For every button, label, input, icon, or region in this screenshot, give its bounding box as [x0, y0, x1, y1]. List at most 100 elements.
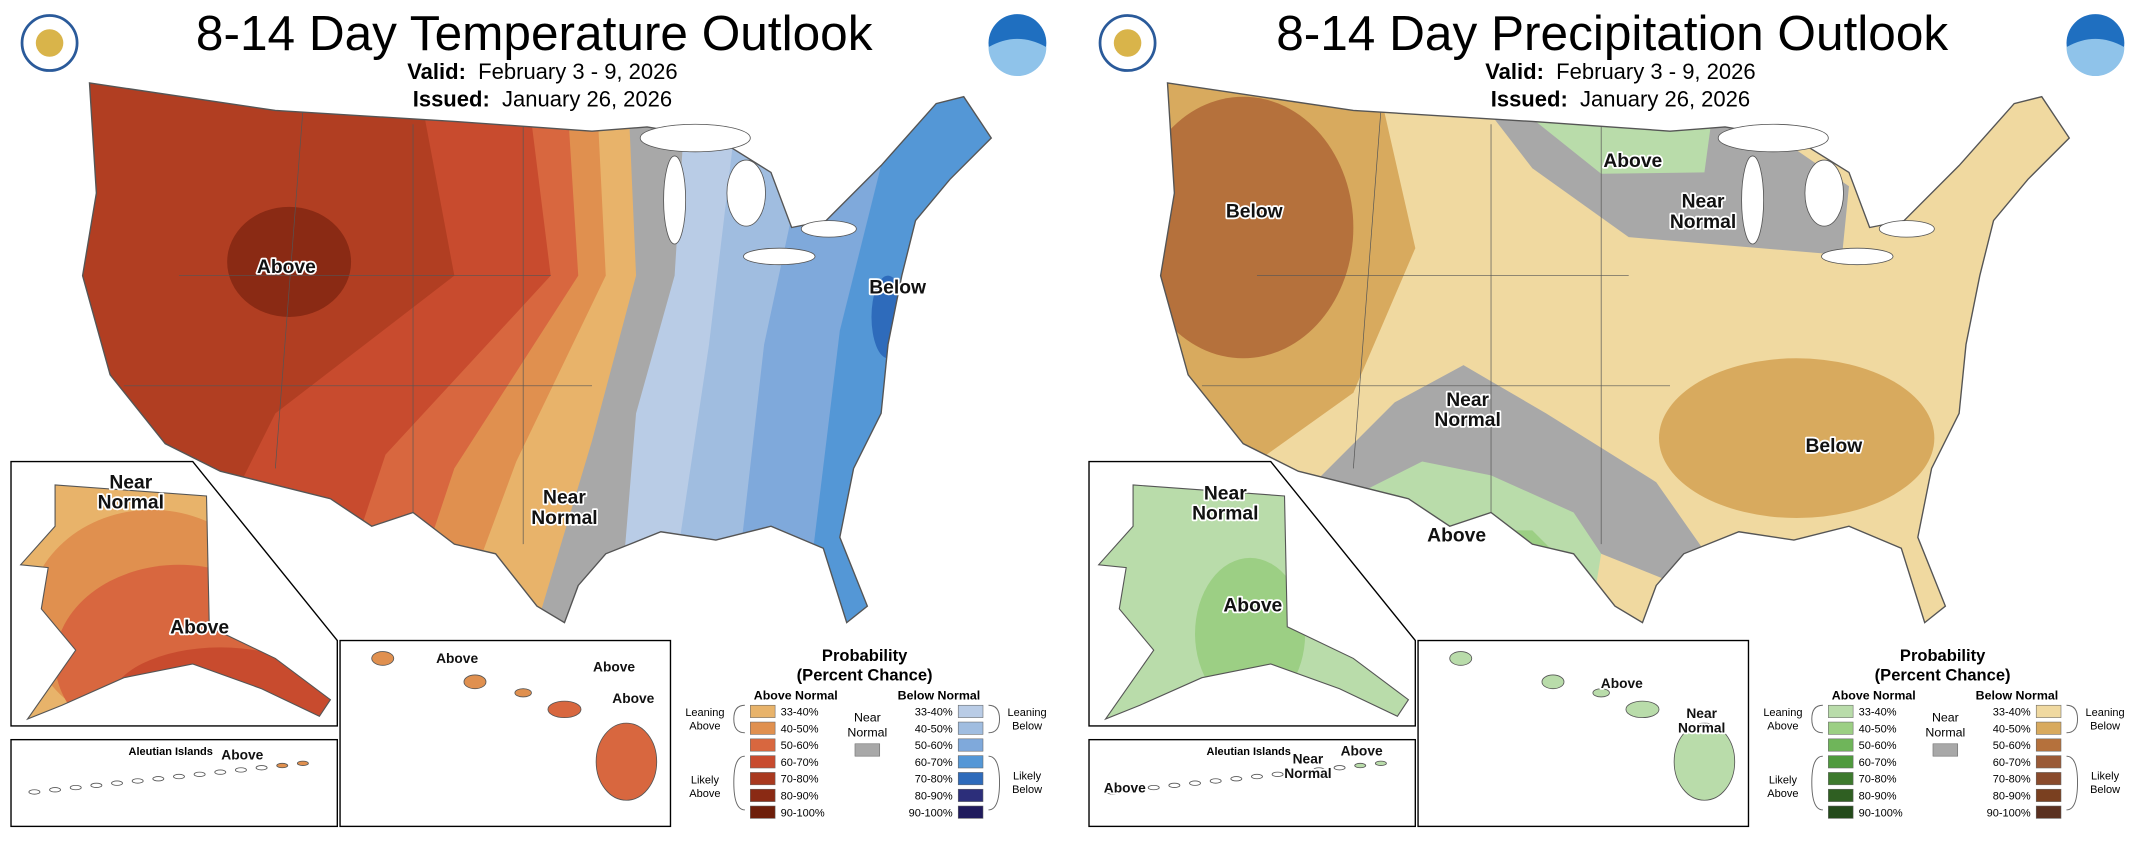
hawaii-island	[1449, 651, 1473, 666]
great-lake	[1821, 247, 1894, 266]
region	[1160, 96, 1354, 359]
legend-bin-label: 80-90%	[1993, 791, 2031, 803]
aleutian-island	[1147, 784, 1160, 791]
legend-near-line: Normal	[847, 725, 887, 739]
legend-bin-label: 70-80%	[1993, 774, 2031, 786]
legend-swatch	[2035, 772, 2062, 786]
legend-swatch	[957, 738, 984, 752]
us-outline	[1159, 82, 2071, 624]
commerce-seal-inner	[35, 29, 64, 57]
us-outline	[81, 82, 993, 624]
legend-group-line: Leaning	[685, 707, 724, 719]
legend-group-line: Above	[689, 721, 720, 733]
hawaii-island	[1541, 674, 1565, 690]
aleutian-island	[1168, 782, 1181, 788]
aleutian-island	[255, 765, 268, 771]
great-lake	[1741, 155, 1765, 245]
date-line: Issued: January 26, 2026	[413, 86, 672, 111]
legend-swatch	[1828, 772, 1854, 786]
hawaii-island	[371, 651, 395, 666]
legend-header: Above Normal	[754, 689, 838, 703]
aleutian-island	[193, 771, 206, 777]
legend-bracket	[988, 704, 1001, 734]
region-label-line: Above	[1104, 781, 1146, 796]
issued-text: January 26, 2026	[502, 86, 672, 111]
legend-swatch	[2035, 721, 2062, 735]
great-lake	[1878, 220, 1935, 238]
region-label-line: Near	[1446, 390, 1489, 411]
legend-swatch	[2035, 788, 2062, 802]
valid-space	[466, 59, 478, 84]
legend-bin-label: 60-70%	[781, 757, 819, 769]
legend-swatch	[750, 755, 776, 769]
region	[1658, 358, 1935, 518]
legend-swatch	[1828, 738, 1854, 752]
legend-bin-label: 50-60%	[1993, 740, 2031, 752]
legend-bracket	[2066, 755, 2079, 811]
region-label: Above	[170, 618, 229, 639]
legend-group-line: Above	[1767, 721, 1798, 733]
region-label: Near Normal	[1192, 483, 1258, 524]
legend-swatch	[854, 743, 881, 757]
region-label-line: Above	[1601, 676, 1643, 691]
region-label: Below	[869, 277, 927, 298]
legend-bin-label: 90-100%	[909, 807, 953, 819]
legend-group: Leaning Below	[2085, 707, 2124, 733]
issued-label: Issued:	[1491, 86, 1568, 111]
commerce-seal-inner	[1113, 29, 1142, 57]
region-label-line: Above	[436, 651, 478, 666]
legend-bin-label: 70-80%	[781, 774, 819, 786]
region-label: Near Normal	[531, 488, 597, 529]
legend-bin-label: 50-60%	[781, 740, 819, 752]
valid-label: Valid:	[407, 59, 466, 84]
legend-group-line: Likely	[2091, 770, 2120, 782]
region-label-line: Above	[170, 618, 229, 639]
legend-group: Leaning Above	[685, 707, 724, 733]
region-label-line: Normal	[98, 493, 164, 514]
valid-label: Valid:	[1485, 59, 1544, 84]
region-label-line: Below	[869, 277, 927, 298]
legend-swatch	[750, 772, 776, 786]
legend-bracket	[1811, 755, 1823, 811]
region-label: Near Normal	[1678, 706, 1725, 735]
legend-group-line: Below	[1012, 784, 1042, 796]
region-label-line: Above	[221, 748, 263, 763]
legend-near-line: Near	[854, 710, 881, 724]
region-label-line: Above	[612, 691, 654, 706]
legend-group: Leaning Below	[1007, 707, 1046, 733]
legend-bin-label: 33-40%	[1993, 707, 2031, 719]
legend-bin-label: 40-50%	[1859, 723, 1897, 735]
inset-title: Aleutian Islands	[1207, 746, 1291, 758]
inset-frame	[10, 738, 338, 828]
region-label: Above	[593, 660, 635, 675]
region-label-line: Normal	[1434, 410, 1500, 431]
region	[801, 82, 992, 623]
region-label-line: Above	[1223, 595, 1282, 616]
region-label-line: Above	[1427, 525, 1486, 546]
legend-swatch	[2035, 755, 2062, 769]
legend-bin-label: 60-70%	[915, 757, 953, 769]
legend-group-line: Leaning	[1007, 707, 1046, 719]
hawaii-island	[514, 688, 532, 698]
legend-group: Likely Above	[689, 774, 720, 800]
aleutian-island	[1127, 787, 1139, 793]
hawaii-island	[463, 674, 487, 690]
region-label-line: Above	[593, 660, 635, 675]
great-lake	[1717, 123, 1829, 153]
region-label-line: Near	[543, 488, 586, 509]
region-label-line: Near	[1686, 706, 1717, 721]
legend-bin-label: 50-60%	[1859, 740, 1897, 752]
legend-group-line: Below	[2090, 784, 2120, 796]
legend-bin-label: 90-100%	[781, 807, 825, 819]
legend-bracket	[1811, 704, 1823, 734]
legend-swatch	[957, 704, 984, 718]
title: 8-14 Day Temperature Outlook	[196, 5, 873, 61]
issued-label: Issued:	[413, 86, 490, 111]
legend-bin-label: 40-50%	[1993, 723, 2031, 735]
aleutian-island	[296, 760, 309, 766]
valid-text: February 3 - 9, 2026	[1556, 59, 1755, 84]
region-label-line: Above	[1341, 743, 1383, 758]
legend-bin-label: 60-70%	[1859, 757, 1897, 769]
